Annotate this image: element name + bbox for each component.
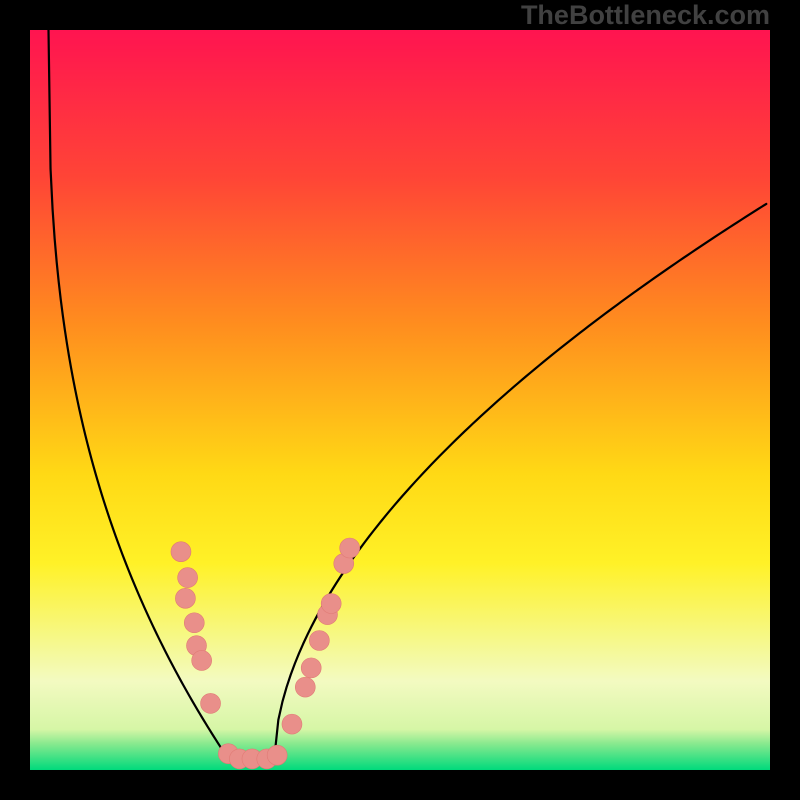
- watermark-label: TheBottleneck.com: [521, 0, 770, 31]
- marker-dot: [282, 714, 302, 734]
- marker-dot: [309, 631, 329, 651]
- plot-area: [30, 30, 770, 770]
- marker-dot: [321, 594, 341, 614]
- marker-dot: [184, 613, 204, 633]
- marker-dot: [178, 568, 198, 588]
- marker-dot: [301, 658, 321, 678]
- marker-dot: [295, 677, 315, 697]
- marker-dot: [192, 650, 212, 670]
- gradient-bg: [30, 30, 770, 770]
- chart-svg: [30, 30, 770, 770]
- marker-dot: [201, 693, 221, 713]
- marker-dot: [171, 542, 191, 562]
- marker-dot: [340, 538, 360, 558]
- marker-dot: [175, 588, 195, 608]
- outer-frame: TheBottleneck.com: [0, 0, 800, 800]
- marker-dot: [267, 745, 287, 765]
